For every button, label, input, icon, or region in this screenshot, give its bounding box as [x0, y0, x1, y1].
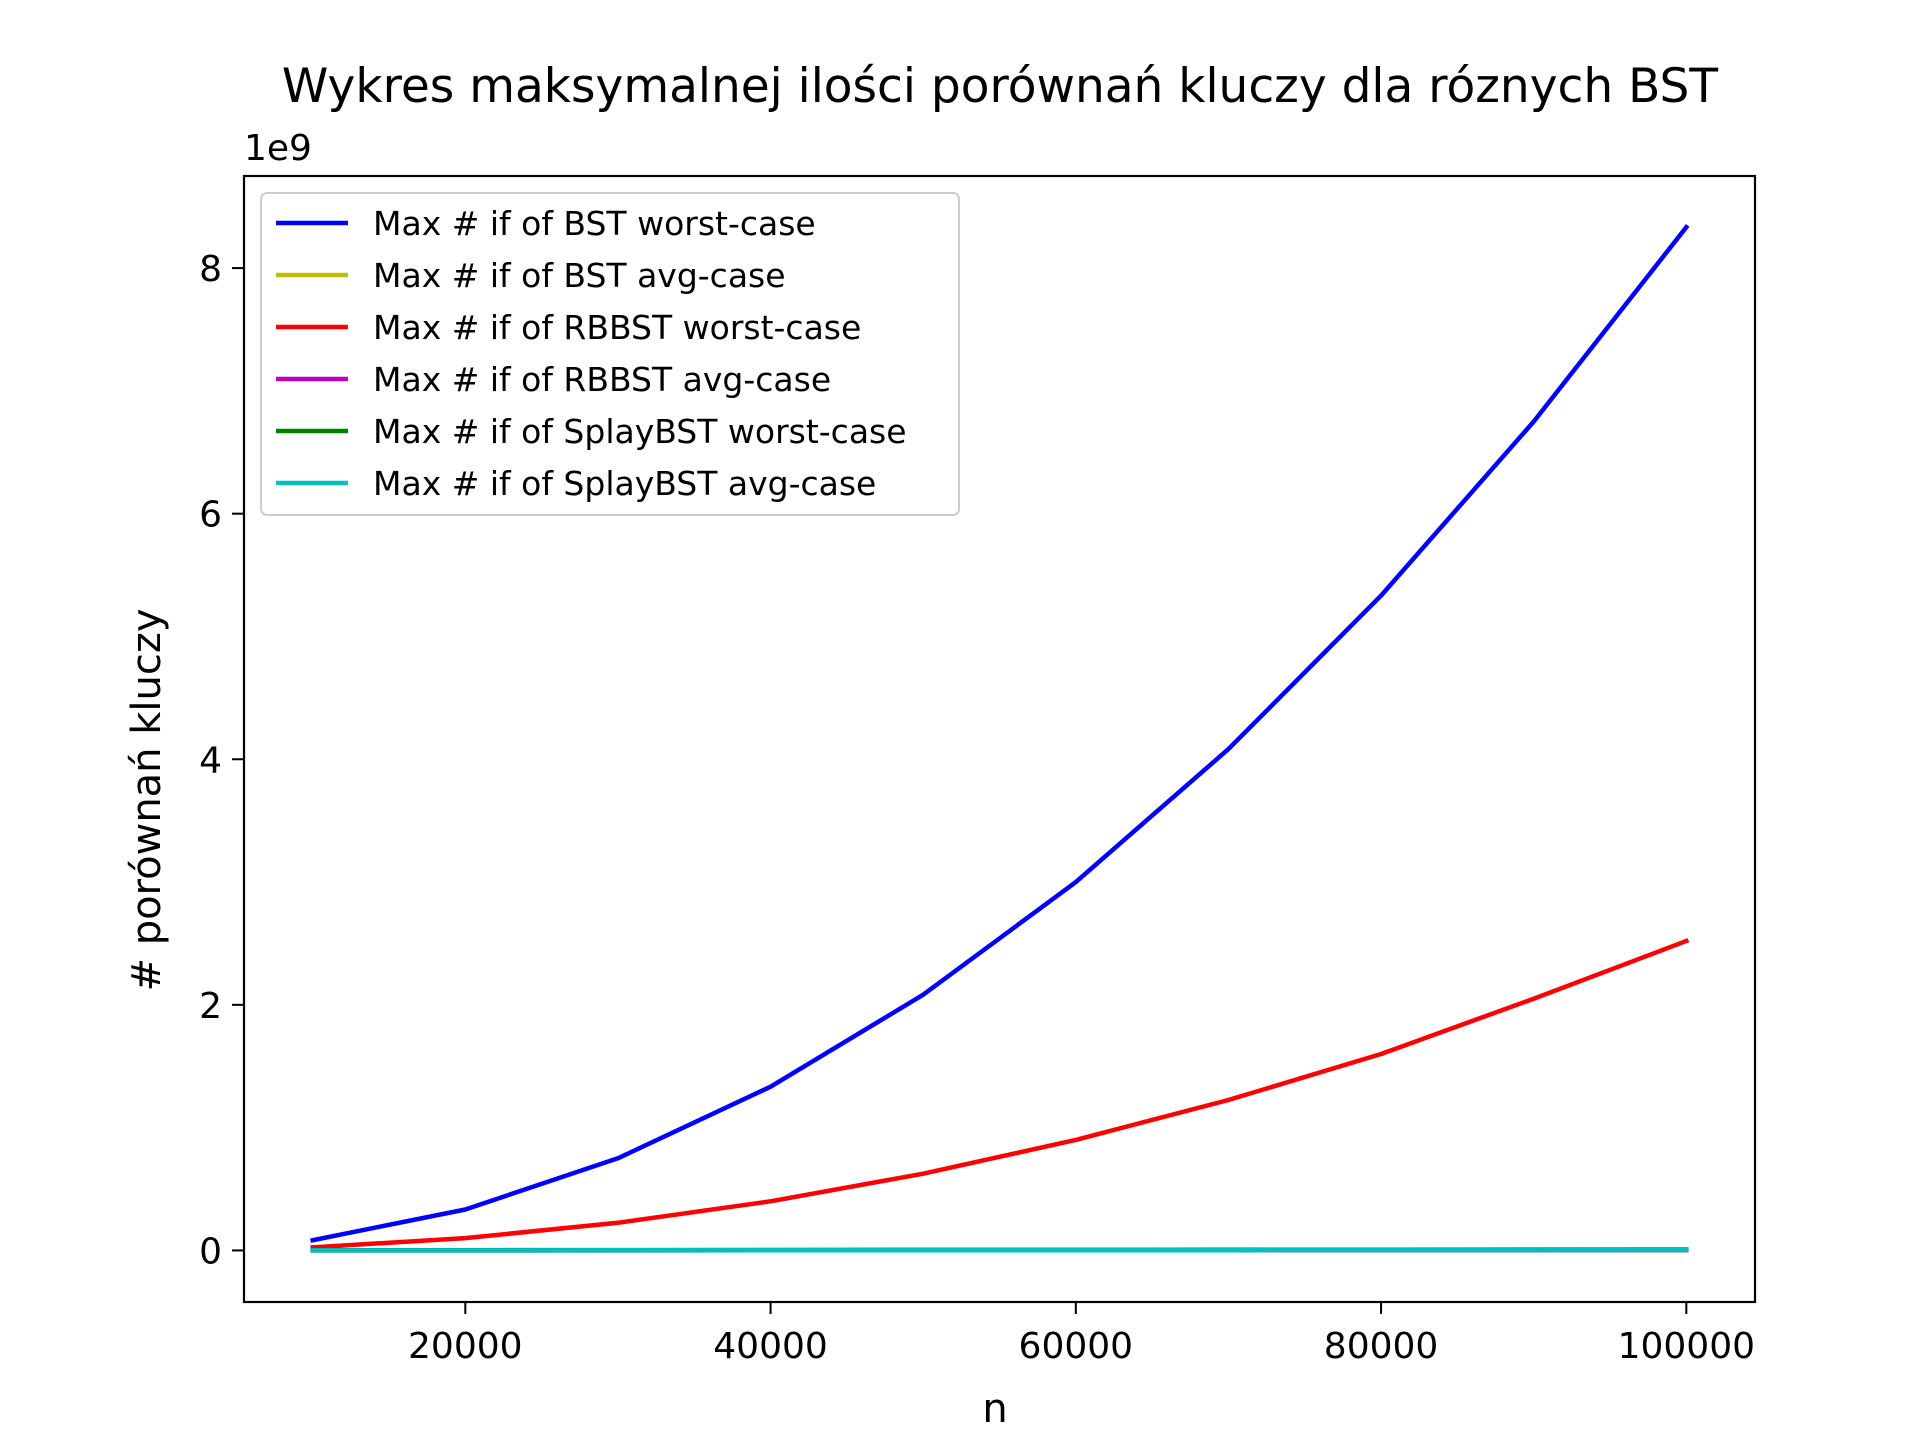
axes-frame [242, 174, 1757, 1304]
chart-title: Wykres maksymalnej ilości porównań klucz… [282, 59, 1718, 114]
y-tick-label: 0 [199, 1231, 222, 1272]
legend-box [260, 192, 960, 516]
series-line-2 [310, 938, 1690, 1250]
legend-label: Max # if of RBBST worst-case [373, 308, 861, 347]
legend-label: Max # if of RBBST avg-case [373, 360, 831, 399]
y-offset-text: 1e9 [244, 128, 312, 169]
y-axis-label: # porównań kluczy [124, 608, 170, 991]
legend-label: Max # if of SplayBST worst-case [373, 412, 907, 451]
series-line-0 [310, 224, 1690, 1243]
y-tick-label: 4 [199, 740, 222, 781]
x-tick-label: 80000 [1324, 1326, 1439, 1367]
legend-label: Max # if of BST avg-case [373, 256, 786, 295]
x-tick-label: 60000 [1019, 1326, 1134, 1367]
y-tick-label: 6 [199, 495, 222, 536]
x-tick-label: 20000 [408, 1326, 523, 1367]
y-tick-label: 8 [199, 249, 222, 290]
legend-label: Max # if of BST worst-case [373, 204, 816, 243]
legend: Max # if of BST worst-case Max # if of BS… [260, 192, 960, 516]
x-tick-label: 40000 [713, 1326, 828, 1367]
legend-label: Max # if of SplayBST avg-case [373, 464, 876, 503]
y-tick-label: 2 [199, 986, 222, 1027]
series-lines [310, 224, 1690, 1253]
x-tick-label: 100000 [1618, 1326, 1755, 1367]
x-axis-label: n [982, 1386, 1007, 1432]
plot-area: 20000 40000 60000 80000 100000 0 2 4 6 8 Max # if … [199, 174, 1757, 1367]
